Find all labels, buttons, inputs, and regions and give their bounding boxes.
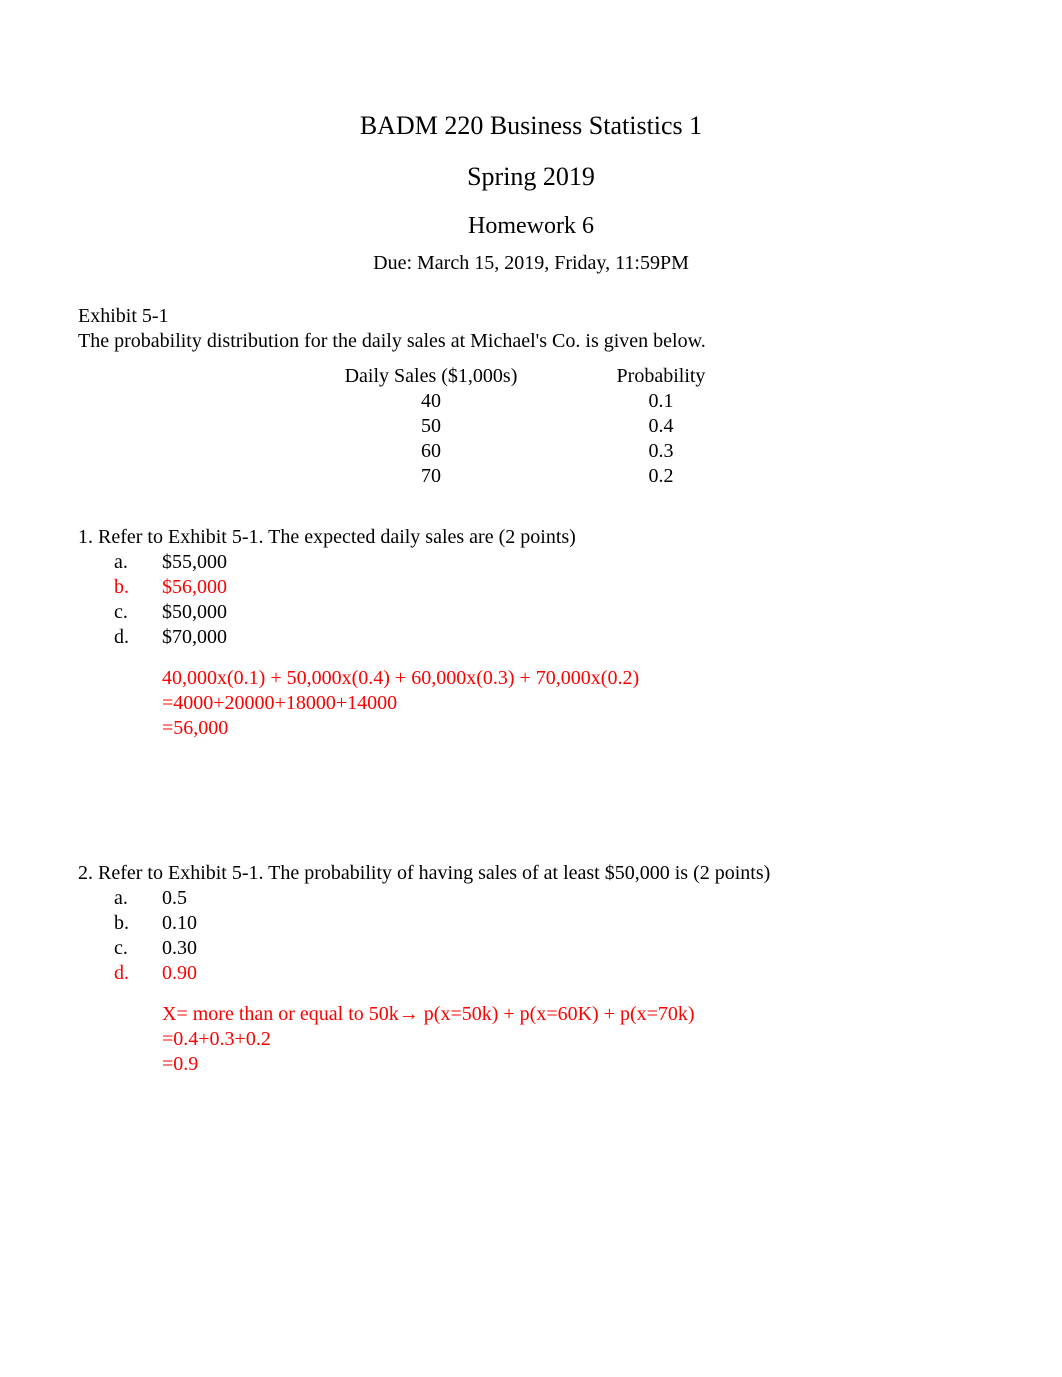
option-letter: d. [114, 961, 162, 986]
exhibit-label: Exhibit 5-1 [78, 304, 984, 329]
cell-sales: 60 [301, 439, 561, 464]
cell-probability: 0.1 [561, 389, 761, 414]
option-text: 0.30 [162, 936, 197, 961]
option-text: 0.90 [162, 961, 197, 986]
work-line: =4000+20000+18000+14000 [162, 691, 984, 716]
option-text: 0.5 [162, 886, 187, 911]
work-line: =0.9 [162, 1052, 984, 1077]
due-line: Due: March 15, 2019, Friday, 11:59PM [78, 251, 984, 276]
option-letter: c. [114, 600, 162, 625]
question-stem: 2. Refer to Exhibit 5-1. The probability… [78, 861, 984, 886]
question-stem: 1. Refer to Exhibit 5-1. The expected da… [78, 525, 984, 550]
table-row: 60 0.3 [301, 439, 761, 464]
option-letter: a. [114, 550, 162, 575]
option-text: $70,000 [162, 625, 227, 650]
work-line: =0.4+0.3+0.2 [162, 1027, 984, 1052]
col-header-probability: Probability [561, 364, 761, 389]
option-d: d. $70,000 [114, 625, 984, 650]
option-b: b. $56,000 [114, 575, 984, 600]
probability-table: Daily Sales ($1,000s) Probability 40 0.1… [301, 364, 761, 489]
col-header-sales: Daily Sales ($1,000s) [301, 364, 561, 389]
option-b: b. 0.10 [114, 911, 984, 936]
option-d: d. 0.90 [114, 961, 984, 986]
option-text: $56,000 [162, 575, 227, 600]
option-letter: c. [114, 936, 162, 961]
option-letter: b. [114, 575, 162, 600]
question-2: 2. Refer to Exhibit 5-1. The probability… [78, 861, 984, 1077]
option-letter: b. [114, 911, 162, 936]
option-letter: d. [114, 625, 162, 650]
option-letter: a. [114, 886, 162, 911]
option-a: a. $55,000 [114, 550, 984, 575]
exhibit-description: The probability distribution for the dai… [78, 329, 984, 354]
cell-probability: 0.3 [561, 439, 761, 464]
options-list: a. 0.5 b. 0.10 c. 0.30 d. 0.90 [114, 886, 984, 986]
option-text: 0.10 [162, 911, 197, 936]
option-text: $50,000 [162, 600, 227, 625]
table-row: 40 0.1 [301, 389, 761, 414]
options-list: a. $55,000 b. $56,000 c. $50,000 d. $70,… [114, 550, 984, 650]
work-line: 40,000x(0.1) + 50,000x(0.4) + 60,000x(0.… [162, 666, 984, 691]
option-a: a. 0.5 [114, 886, 984, 911]
worked-solution: 40,000x(0.1) + 50,000x(0.4) + 60,000x(0.… [162, 666, 984, 741]
option-c: c. 0.30 [114, 936, 984, 961]
course-title: BADM 220 Business Statistics 1 [78, 110, 984, 143]
table-row: 50 0.4 [301, 414, 761, 439]
option-text: $55,000 [162, 550, 227, 575]
cell-probability: 0.4 [561, 414, 761, 439]
assignment-title: Homework 6 [78, 211, 984, 241]
worked-solution: X= more than or equal to 50k→ p(x=50k) +… [162, 1002, 984, 1077]
table-header-row: Daily Sales ($1,000s) Probability [301, 364, 761, 389]
cell-sales: 50 [301, 414, 561, 439]
term-title: Spring 2019 [78, 161, 984, 194]
cell-probability: 0.2 [561, 464, 761, 489]
document-page: BADM 220 Business Statistics 1 Spring 20… [0, 0, 1062, 1277]
question-1: 1. Refer to Exhibit 5-1. The expected da… [78, 525, 984, 741]
option-c: c. $50,000 [114, 600, 984, 625]
cell-sales: 40 [301, 389, 561, 414]
table-row: 70 0.2 [301, 464, 761, 489]
work-line: =56,000 [162, 716, 984, 741]
work-line: X= more than or equal to 50k→ p(x=50k) +… [162, 1002, 984, 1027]
cell-sales: 70 [301, 464, 561, 489]
